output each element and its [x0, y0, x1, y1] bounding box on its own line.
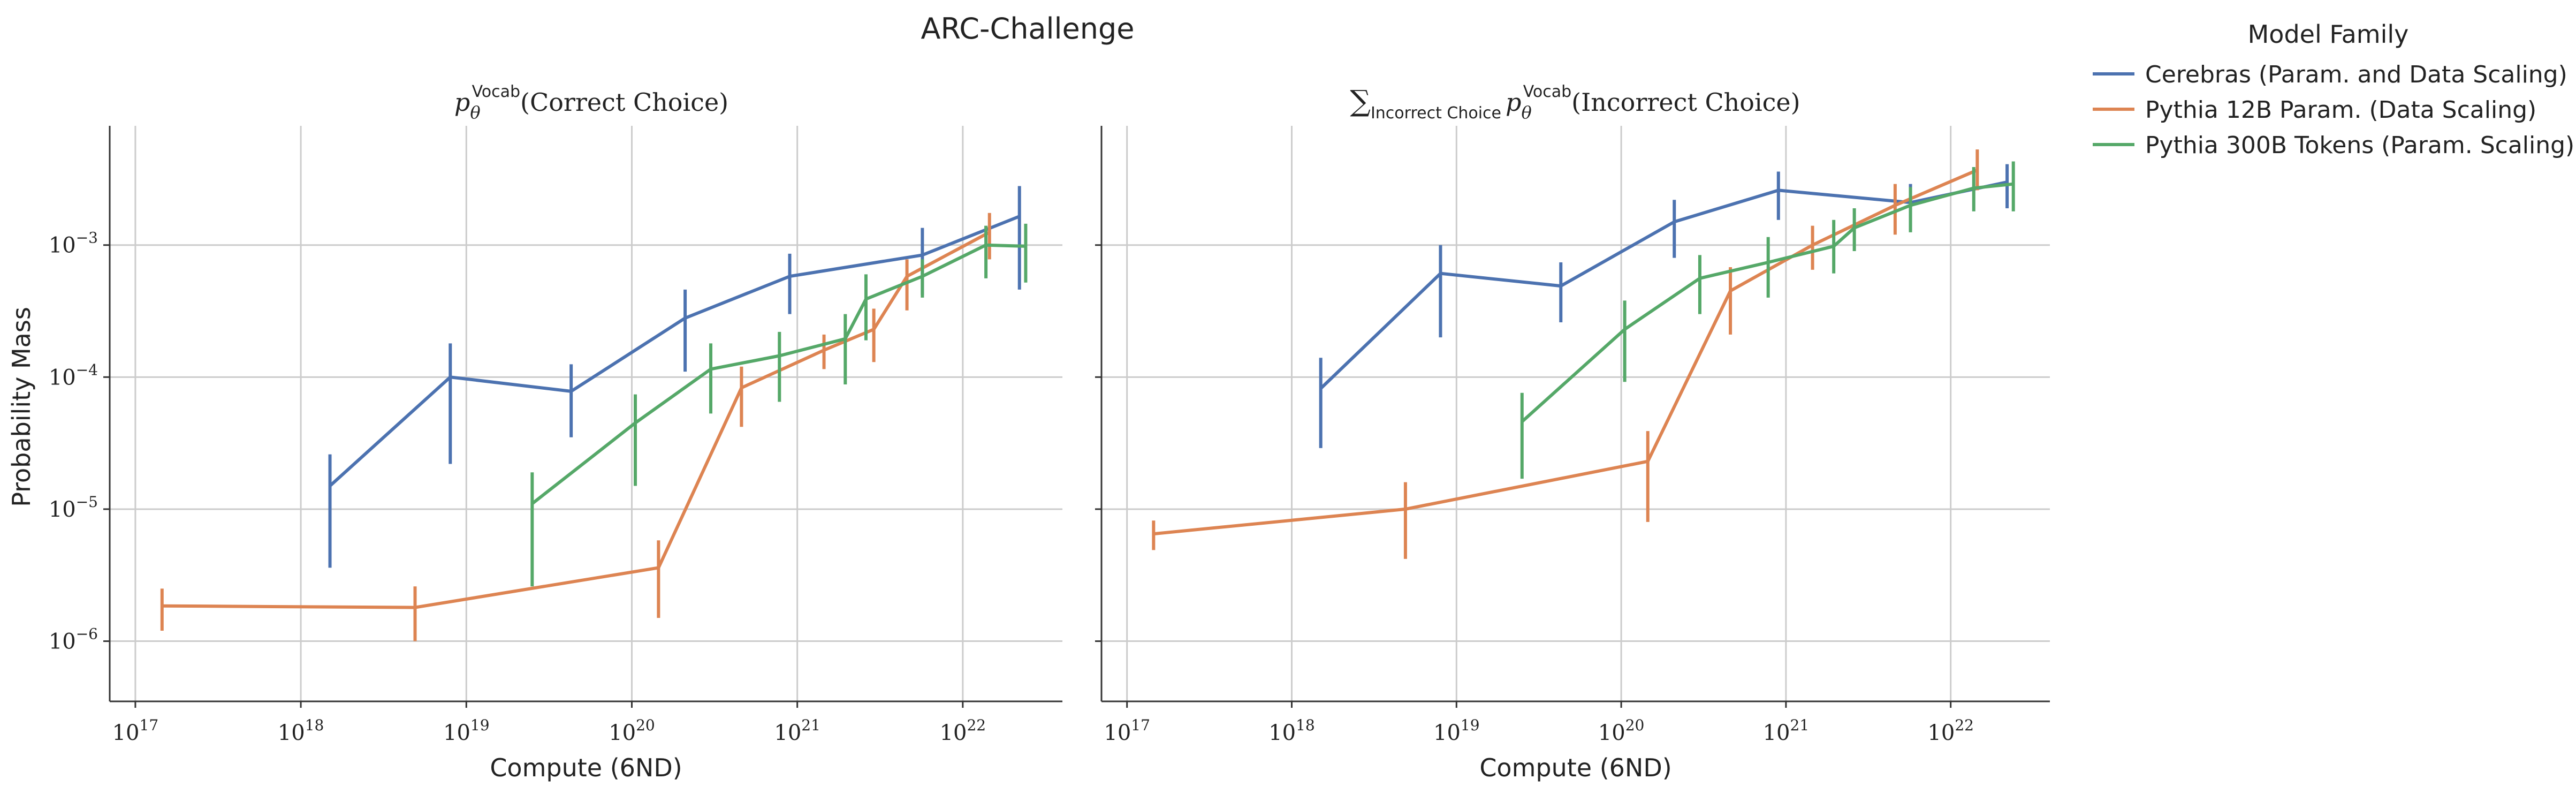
y-tick-label: 10−5: [49, 493, 98, 522]
x-tick-label: 1021: [1763, 716, 1810, 745]
grid-0: [103, 126, 1062, 708]
y-tick-label: 10−4: [49, 361, 98, 390]
x-tick-label: 1018: [1268, 716, 1315, 745]
x-tick-label: 1017: [112, 716, 159, 745]
panel-correct-choice: pθVocab(Correct Choice) 1017 1018 1019 1020…: [49, 82, 1062, 782]
series-line: [329, 215, 1020, 487]
series-2: [1520, 161, 2015, 479]
series-0: [328, 186, 1021, 568]
series-line: [1319, 180, 2008, 390]
legend: Model Family Cerebras (Param. and Data S…: [2093, 20, 2574, 159]
legend-title: Model Family: [2248, 20, 2409, 49]
panel-incorrect-choice: ∑Incorrect Choice pθVocab(Incorrect Choic…: [1095, 82, 2050, 782]
grid-1: [1095, 126, 2050, 708]
legend-entry-pythia-300b: Pythia 300B Tokens (Param. Scaling): [2093, 132, 2574, 159]
series-line: [1521, 182, 2014, 423]
legend-label-cerebras: Cerebras (Param. and Data Scaling): [2145, 61, 2567, 88]
x-tick-label: 1021: [774, 716, 820, 745]
x-axis-label: Compute (6ND): [1479, 753, 1671, 782]
x-tick-label: 1018: [278, 716, 324, 745]
panel-title-correct-choice: pθVocab(Correct Choice): [454, 82, 728, 123]
x-axis-label: Compute (6ND): [490, 753, 682, 782]
legend-label-pythia-300b: Pythia 300B Tokens (Param. Scaling): [2145, 132, 2574, 159]
x-tick-label: 1017: [1104, 716, 1150, 745]
x-tick-label: 1020: [609, 716, 655, 745]
x-tick-label: 1022: [1927, 716, 1974, 745]
x-tick-label: 1019: [443, 716, 490, 745]
legend-label-pythia-12b: Pythia 12B Param. (Data Scaling): [2145, 96, 2536, 124]
y-tick-label: 10−6: [49, 625, 98, 654]
series-1: [1152, 149, 1979, 559]
series-2: [530, 223, 1028, 587]
legend-entry-pythia-12b: Pythia 12B Param. (Data Scaling): [2093, 96, 2536, 124]
x-tick-label: 1022: [940, 716, 986, 745]
x-tick-label: 1020: [1598, 716, 1645, 745]
figure-title: ARC-Challenge: [921, 12, 1135, 46]
legend-entry-cerebras: Cerebras (Param. and Data Scaling): [2093, 61, 2567, 88]
x-tick-label: 1019: [1433, 716, 1480, 745]
y-tick-label: 10−3: [49, 229, 98, 258]
y-axis-label: Probability Mass: [7, 307, 36, 507]
panel-title-incorrect-choice: ∑Incorrect Choice pθVocab(Incorrect Choic…: [1350, 82, 1800, 123]
